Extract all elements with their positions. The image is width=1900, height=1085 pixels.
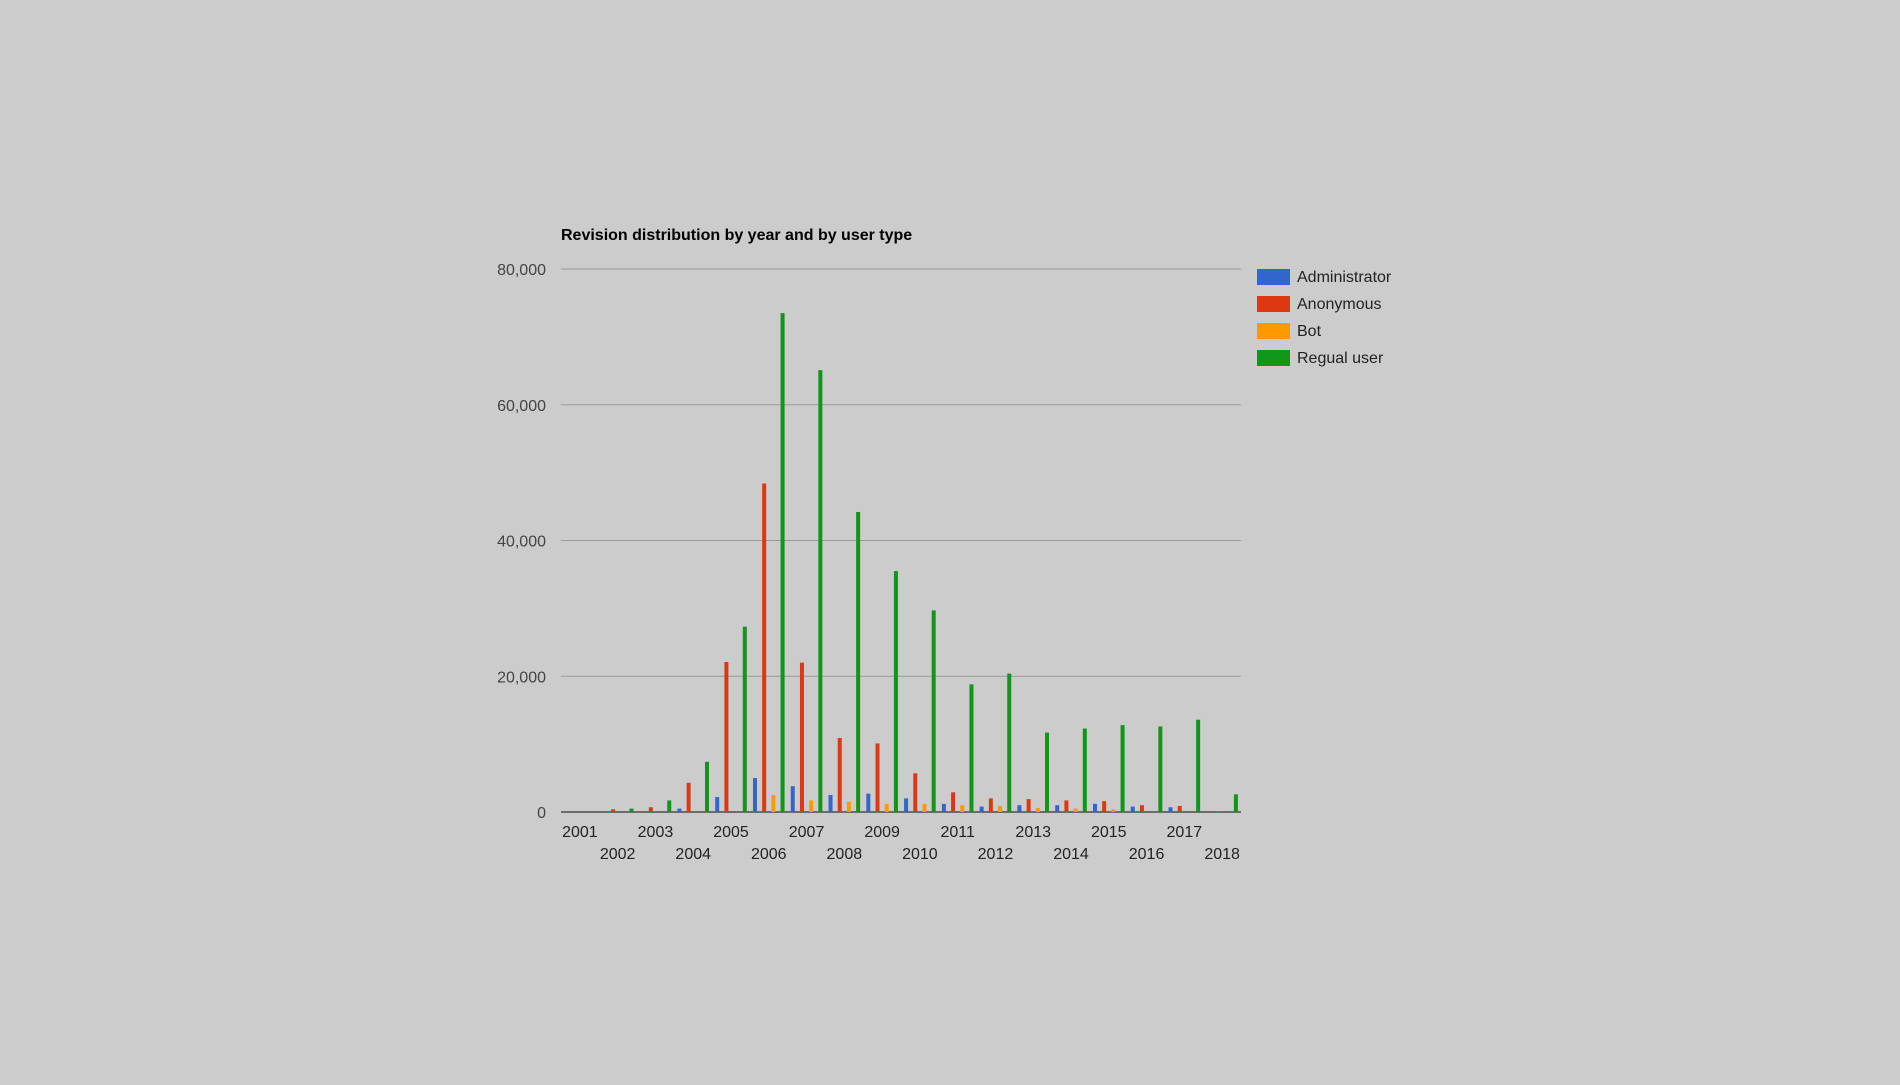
legend: Administrator Anonymous Bot Regual user <box>1257 269 1392 367</box>
x-tick-label: 2003 <box>638 824 674 841</box>
bar-regual-user-2016 <box>1158 726 1163 812</box>
bar-regual-user-2004 <box>705 761 710 812</box>
bar-administrator-2006 <box>752 778 757 812</box>
axes: 020,00040,00060,00080,000200120022003200… <box>497 262 1240 863</box>
legend-swatch <box>1257 323 1290 339</box>
bar-bot-2012 <box>998 805 1003 812</box>
bar-administrator-2017 <box>1168 807 1173 812</box>
bar-administrator-2014 <box>1055 805 1060 812</box>
x-tick-label: 2012 <box>978 846 1014 863</box>
bar-bot-2014 <box>1073 808 1078 812</box>
bar-anonymous-2008 <box>837 738 842 812</box>
bar-administrator-2013 <box>1017 805 1022 812</box>
x-tick-label: 2013 <box>1015 824 1051 841</box>
x-tick-label: 2014 <box>1053 846 1089 863</box>
x-tick-label: 2002 <box>600 846 636 863</box>
x-tick-label: 2001 <box>562 824 598 841</box>
gridlines <box>561 268 1241 813</box>
bar-anonymous-2002 <box>611 809 616 812</box>
bar-regual-user-2013 <box>1045 732 1050 812</box>
x-tick-label: 2010 <box>902 846 938 863</box>
bar-anonymous-2005 <box>724 661 729 812</box>
bar-regual-user-2003 <box>667 800 672 812</box>
legend-swatch <box>1257 350 1290 366</box>
bar-regual-user-2011 <box>969 684 974 812</box>
bar-administrator-2011 <box>941 803 946 812</box>
x-tick-label: 2017 <box>1167 824 1203 841</box>
bar-anonymous-2006 <box>762 483 767 812</box>
bar-administrator-2004 <box>677 808 682 812</box>
x-tick-label: 2007 <box>789 824 825 841</box>
bar-anonymous-2014 <box>1064 800 1069 812</box>
bar-marks <box>611 313 1238 812</box>
bar-administrator-2016 <box>1130 806 1135 812</box>
x-tick-label: 2011 <box>940 824 975 841</box>
bar-anonymous-2012 <box>988 798 993 812</box>
bar-regual-user-2006 <box>780 313 785 812</box>
y-tick-label: 80,000 <box>497 262 546 279</box>
bar-administrator-2005 <box>715 797 720 812</box>
bar-administrator-2009 <box>866 793 871 812</box>
bar-anonymous-2015 <box>1102 801 1107 812</box>
bar-regual-user-2007 <box>818 370 823 812</box>
bar-bot-2009 <box>884 803 889 812</box>
bar-regual-user-2010 <box>931 610 936 812</box>
bar-regual-user-2015 <box>1120 725 1125 812</box>
bar-regual-user-2018 <box>1233 794 1238 812</box>
bar-bot-2006 <box>771 795 776 812</box>
bar-anonymous-2007 <box>799 662 804 812</box>
bar-anonymous-2013 <box>1026 799 1031 812</box>
bar-anonymous-2016 <box>1139 805 1144 812</box>
x-tick-label: 2006 <box>751 846 787 863</box>
chart-title: Revision distribution by year and by use… <box>561 227 912 244</box>
bar-administrator-2010 <box>904 798 909 812</box>
x-tick-label: 2004 <box>675 846 711 863</box>
x-tick-label: 2008 <box>827 846 863 863</box>
bar-anonymous-2011 <box>951 792 956 812</box>
bar-anonymous-2018 <box>1215 811 1220 812</box>
bar-anonymous-2017 <box>1177 805 1182 812</box>
legend-swatch <box>1257 296 1290 312</box>
bar-anonymous-2003 <box>648 807 653 812</box>
bar-regual-user-2005 <box>742 626 747 812</box>
bar-regual-user-2017 <box>1196 719 1201 812</box>
bar-anonymous-2004 <box>686 782 691 812</box>
x-tick-label: 2009 <box>864 824 900 841</box>
x-tick-label: 2016 <box>1129 846 1165 863</box>
legend-label: Regual user <box>1297 350 1384 367</box>
bar-administrator-2007 <box>790 786 795 812</box>
bar-regual-user-2009 <box>893 571 898 812</box>
legend-swatch <box>1257 269 1290 285</box>
x-tick-label: 2005 <box>713 824 749 841</box>
legend-label: Anonymous <box>1297 296 1382 313</box>
bar-bot-2015 <box>1111 809 1116 812</box>
y-tick-label: 20,000 <box>497 669 546 686</box>
bar-regual-user-2008 <box>856 511 861 812</box>
x-tick-label: 2015 <box>1091 824 1127 841</box>
y-tick-label: 40,000 <box>497 534 546 551</box>
bar-regual-user-2014 <box>1082 728 1087 812</box>
y-tick-label: 60,000 <box>497 398 546 415</box>
bar-administrator-2015 <box>1092 803 1097 812</box>
bar-administrator-2012 <box>979 806 984 812</box>
bar-regual-user-2012 <box>1007 673 1012 812</box>
bar-administrator-2008 <box>828 795 833 812</box>
legend-label: Administrator <box>1297 269 1392 286</box>
y-tick-label: 0 <box>537 805 546 822</box>
bar-anonymous-2010 <box>913 773 918 812</box>
bar-bot-2008 <box>846 801 851 812</box>
bar-bot-2011 <box>960 805 965 812</box>
bar-bot-2010 <box>922 803 927 812</box>
bar-anonymous-2009 <box>875 743 880 812</box>
bar-bot-2007 <box>809 800 814 812</box>
bar-bot-2013 <box>1035 807 1040 812</box>
x-tick-label: 2018 <box>1204 846 1240 863</box>
bar-regual-user-2002 <box>629 808 634 812</box>
legend-label: Bot <box>1297 323 1322 340</box>
